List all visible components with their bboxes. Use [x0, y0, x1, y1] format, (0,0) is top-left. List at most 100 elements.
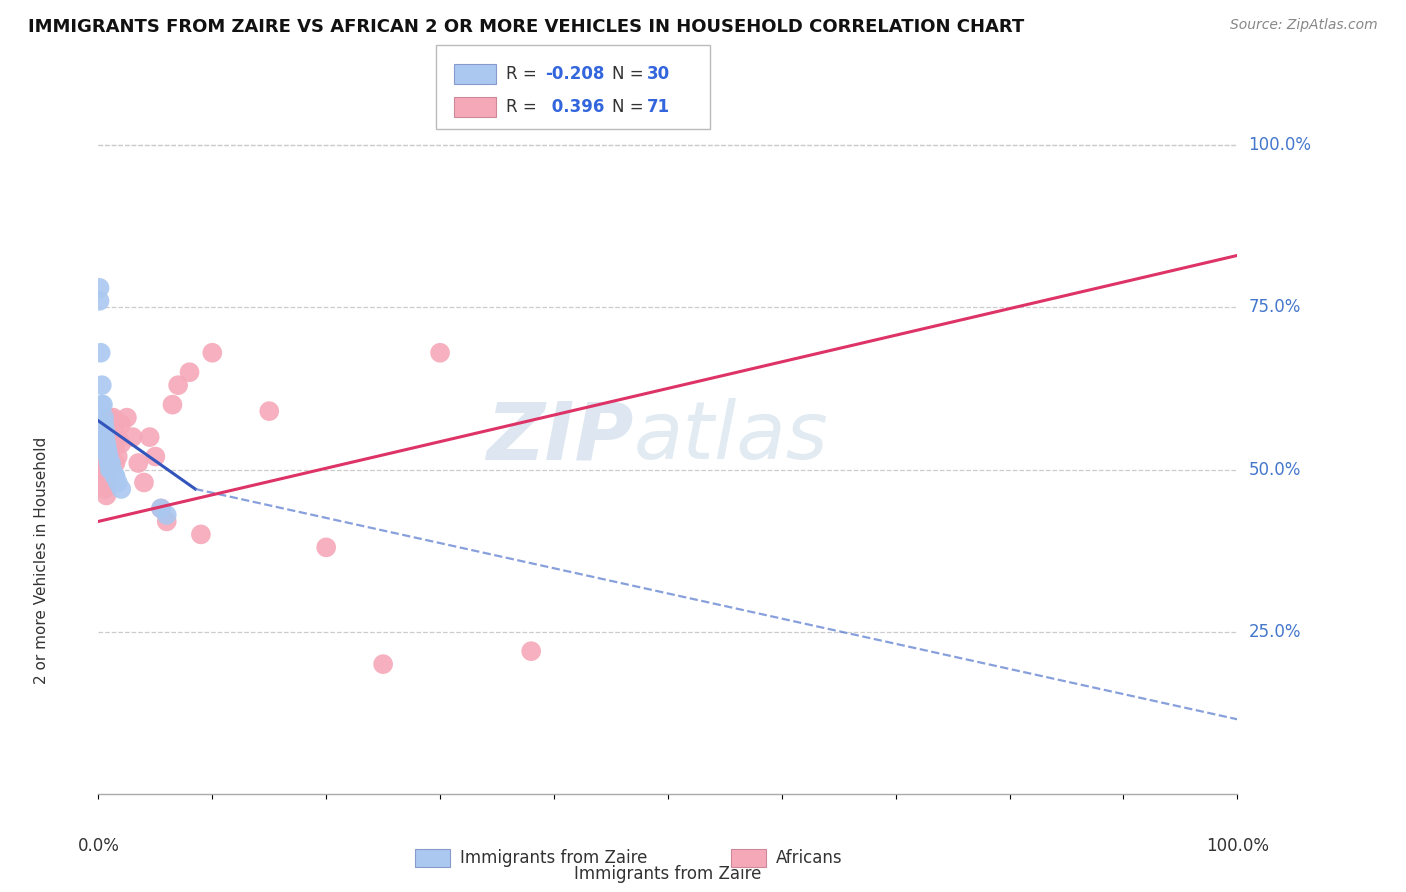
Text: 100.0%: 100.0%: [1206, 837, 1268, 855]
Point: [96, 443, 118, 458]
Point: [98, 456, 121, 470]
Point: [190, 527, 212, 541]
Point: [104, 469, 127, 483]
Point: [167, 378, 190, 392]
Point: [371, 657, 394, 672]
Point: [90, 456, 112, 470]
Text: 71: 71: [647, 98, 669, 116]
Point: [93, 410, 115, 425]
Text: 30: 30: [647, 65, 669, 83]
Text: 2 or more Vehicles in Household: 2 or more Vehicles in Household: [34, 437, 49, 684]
Point: [89, 436, 111, 450]
Point: [104, 436, 127, 450]
Point: [100, 417, 122, 431]
Point: [91, 450, 114, 464]
Point: [90, 469, 112, 483]
Text: N =: N =: [612, 98, 648, 116]
Point: [93, 430, 115, 444]
Point: [132, 475, 155, 490]
Text: Source: ZipAtlas.com: Source: ZipAtlas.com: [1230, 18, 1378, 32]
Point: [156, 515, 179, 529]
Point: [259, 404, 281, 418]
Point: [103, 430, 125, 444]
Text: 50.0%: 50.0%: [1249, 460, 1301, 478]
Point: [93, 475, 115, 490]
Text: 75.0%: 75.0%: [1249, 298, 1301, 317]
Text: 0.0%: 0.0%: [77, 837, 120, 855]
Text: ZIP: ZIP: [486, 398, 634, 476]
Point: [315, 541, 337, 555]
Point: [90, 345, 112, 359]
Point: [103, 410, 125, 425]
Point: [101, 462, 124, 476]
Point: [89, 281, 111, 295]
Point: [96, 436, 118, 450]
Point: [94, 443, 117, 458]
Text: atlas: atlas: [634, 398, 828, 476]
Point: [94, 482, 117, 496]
Point: [94, 430, 117, 444]
Point: [94, 462, 117, 476]
Point: [96, 469, 118, 483]
Point: [89, 450, 111, 464]
Point: [96, 450, 118, 464]
Point: [96, 450, 118, 464]
Text: R =: R =: [506, 98, 543, 116]
Text: Immigrants from Zaire: Immigrants from Zaire: [460, 849, 647, 867]
Point: [179, 365, 201, 379]
Point: [429, 345, 451, 359]
Point: [90, 443, 112, 458]
Point: [93, 456, 115, 470]
Point: [90, 462, 112, 476]
Point: [110, 417, 132, 431]
Point: [93, 417, 115, 431]
Point: [96, 436, 118, 450]
Point: [98, 430, 121, 444]
Point: [103, 469, 125, 483]
Point: [520, 644, 543, 658]
Point: [97, 462, 120, 476]
Point: [90, 475, 112, 490]
Text: IMMIGRANTS FROM ZAIRE VS AFRICAN 2 OR MORE VEHICLES IN HOUSEHOLD CORRELATION CHA: IMMIGRANTS FROM ZAIRE VS AFRICAN 2 OR MO…: [28, 18, 1025, 36]
Point: [91, 417, 114, 431]
Point: [91, 398, 114, 412]
Point: [107, 450, 129, 464]
Point: [94, 424, 117, 438]
Text: -0.208: -0.208: [546, 65, 605, 83]
Point: [94, 436, 117, 450]
Point: [91, 430, 114, 444]
Point: [96, 443, 118, 458]
Point: [98, 450, 121, 464]
Point: [107, 475, 129, 490]
Point: [150, 501, 173, 516]
Text: R =: R =: [506, 65, 543, 83]
Point: [90, 424, 112, 438]
Point: [110, 436, 132, 450]
Point: [97, 424, 120, 438]
Point: [98, 410, 121, 425]
Point: [100, 456, 122, 470]
Point: [97, 456, 120, 470]
Point: [90, 398, 112, 412]
Point: [150, 501, 173, 516]
Text: N =: N =: [612, 65, 648, 83]
Text: 100.0%: 100.0%: [1249, 136, 1312, 154]
Point: [104, 456, 127, 470]
Point: [93, 417, 115, 431]
Point: [89, 293, 111, 308]
Point: [93, 436, 115, 450]
Point: [110, 482, 132, 496]
Point: [96, 488, 118, 502]
Point: [101, 443, 124, 458]
Point: [121, 430, 143, 444]
Text: Immigrants from Zaire: Immigrants from Zaire: [574, 865, 762, 883]
Point: [94, 424, 117, 438]
Point: [97, 450, 120, 464]
Text: Africans: Africans: [776, 849, 842, 867]
Point: [145, 450, 167, 464]
Point: [98, 462, 121, 476]
Point: [107, 430, 129, 444]
Text: 25.0%: 25.0%: [1249, 623, 1301, 640]
Point: [127, 456, 149, 470]
Point: [162, 398, 184, 412]
